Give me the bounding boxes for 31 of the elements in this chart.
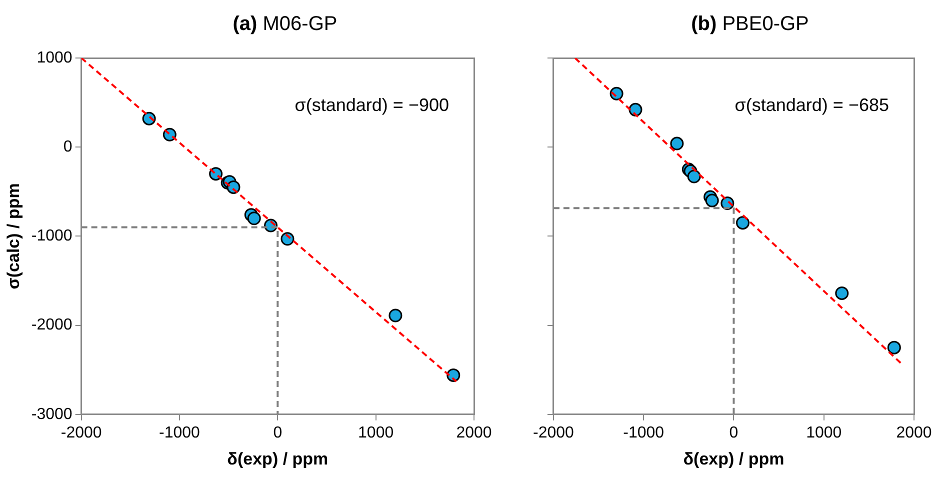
point	[247, 212, 261, 226]
point	[388, 308, 402, 322]
x-tick-label: -1000	[159, 424, 200, 442]
y-axis-title: σ(calc) / ppm	[4, 183, 23, 290]
y-tick-label: -2000	[31, 316, 72, 334]
x-axis-title: δ(exp) / ppm	[683, 449, 784, 468]
point	[705, 194, 719, 208]
point	[687, 170, 701, 184]
y-tick-label: -3000	[31, 406, 72, 423]
x-tick-label: 2000	[456, 424, 492, 442]
x-tick-label: -2000	[533, 424, 574, 442]
x-tick-label: 0	[729, 424, 738, 442]
point	[628, 102, 642, 116]
x-tick-label: 2000	[896, 424, 932, 442]
x-tick-label: 1000	[358, 424, 394, 442]
x-tick-label: 0	[273, 424, 282, 442]
x-axis-title: δ(exp) / ppm	[227, 449, 328, 468]
chart-title: (a) M06-GP	[232, 13, 338, 35]
y-tick-label: -1000	[31, 228, 72, 245]
chart-title: (b) PBE0-GP	[691, 13, 809, 35]
annotation: σ(standard) = −900	[294, 94, 449, 115]
point	[887, 340, 901, 354]
point	[670, 136, 684, 150]
y-tick-label: 1000	[36, 49, 72, 66]
point	[736, 216, 750, 230]
x-tick-label: 1000	[806, 424, 842, 442]
y-tick-label: 0	[63, 138, 72, 156]
x-tick-label: -2000	[60, 424, 102, 442]
x-tick-label: -1000	[623, 424, 664, 442]
annotation: σ(standard) = −685	[734, 94, 889, 115]
point	[835, 286, 849, 300]
